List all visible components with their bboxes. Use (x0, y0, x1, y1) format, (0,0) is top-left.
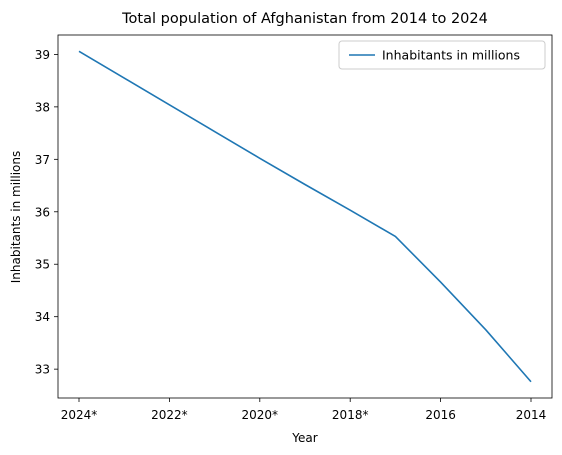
legend-label-0: Inhabitants in millions (382, 48, 520, 63)
plot-area: 33 34 35 36 37 38 39 2024* 2022* 2020* 2018* 2016 20… (35, 34, 553, 422)
x-tick-label-2022-est: 2022* (151, 408, 188, 422)
y-tick-label-38: 38 (35, 100, 50, 114)
series-line-0 (78, 50, 532, 383)
y-tick-label-33: 33 (35, 363, 50, 377)
plot-frame (57, 34, 553, 399)
x-tick-label-2024-est: 2024* (61, 408, 98, 422)
y-tick-label-34: 34 (35, 310, 50, 324)
y-axis-label: Inhabitants in millions (9, 151, 23, 283)
x-tick-label-2016: 2016 (425, 408, 456, 422)
legend-box (338, 40, 546, 70)
x-axis-label: Year (291, 431, 317, 445)
y-tick-label-37: 37 (35, 153, 50, 167)
y-tick-label-35: 35 (35, 258, 50, 272)
y-tick-label-39: 39 (35, 48, 50, 62)
x-tick-label-2014: 2014 (516, 408, 547, 422)
x-tick-label-2020-est: 2020* (242, 408, 279, 422)
chart-title: Total population of Afghanistan from 201… (121, 11, 488, 27)
y-tick-label-36: 36 (35, 205, 50, 219)
x-tick-label-2018-est: 2018* (332, 408, 369, 422)
